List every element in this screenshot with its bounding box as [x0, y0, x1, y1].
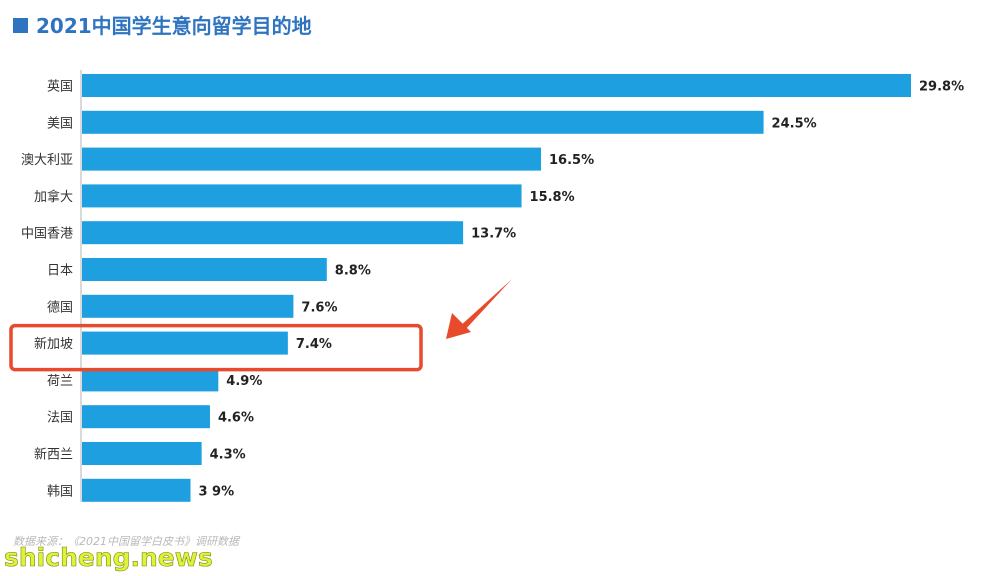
watermark: shicheng.news [4, 543, 213, 572]
bar-12 [82, 478, 191, 502]
bar-4 [82, 184, 522, 208]
value-label: 15.8% [530, 190, 575, 205]
bar-11 [82, 442, 202, 465]
bar-7 [82, 294, 294, 318]
bar-6 [82, 258, 327, 281]
category-label: 德国 [47, 300, 73, 315]
value-label: 7.4% [296, 337, 332, 352]
category-label: 新加坡 [34, 336, 73, 352]
value-label: 3 9% [198, 484, 234, 499]
value-label: 4.6% [218, 411, 254, 426]
category-label: 英国 [47, 80, 73, 95]
bars-group [82, 74, 911, 502]
value-label: 8.8% [335, 264, 371, 279]
arrow-shaft [459, 279, 512, 332]
category-label: 中国香港 [21, 227, 73, 242]
labels-group: 英国 29.8% 美国 24.5% 澳大利亚 16.5% 加拿大 15.8% 中国香港 13.7%… [21, 80, 964, 500]
bar-8 [82, 331, 288, 355]
source-note: 数据来源：《2021中国留学白皮书》调研数据 [13, 535, 241, 548]
bar-9 [82, 368, 219, 392]
category-label: 韩国 [47, 484, 73, 499]
value-label: 24.5% [772, 116, 817, 131]
value-label: 4.3% [210, 448, 246, 463]
category-label: 澳大利亚 [21, 152, 73, 168]
highlight-box [9, 323, 423, 372]
title-square-icon [13, 18, 28, 33]
category-label: 法国 [47, 411, 73, 426]
bar-10 [82, 405, 210, 429]
value-label: 29.8% [919, 80, 964, 95]
value-label: 7.6% [301, 300, 337, 315]
value-label: 16.5% [549, 153, 594, 168]
category-label: 日本 [47, 264, 73, 279]
bar-2 [82, 110, 764, 134]
bar-3 [82, 147, 542, 171]
bar-5 [82, 221, 464, 245]
category-label: 荷兰 [47, 374, 73, 389]
value-label: 4.9% [226, 374, 262, 389]
arrow-head [446, 313, 471, 339]
highlight-arrow-icon [446, 279, 512, 339]
category-label: 加拿大 [34, 189, 73, 205]
category-label: 新西兰 [34, 447, 73, 463]
value-label: 13.7% [471, 227, 516, 242]
category-label: 美国 [47, 116, 73, 131]
chart-title: 2021中国学生意向留学目的地 [36, 14, 312, 38]
bar-1 [82, 74, 911, 97]
